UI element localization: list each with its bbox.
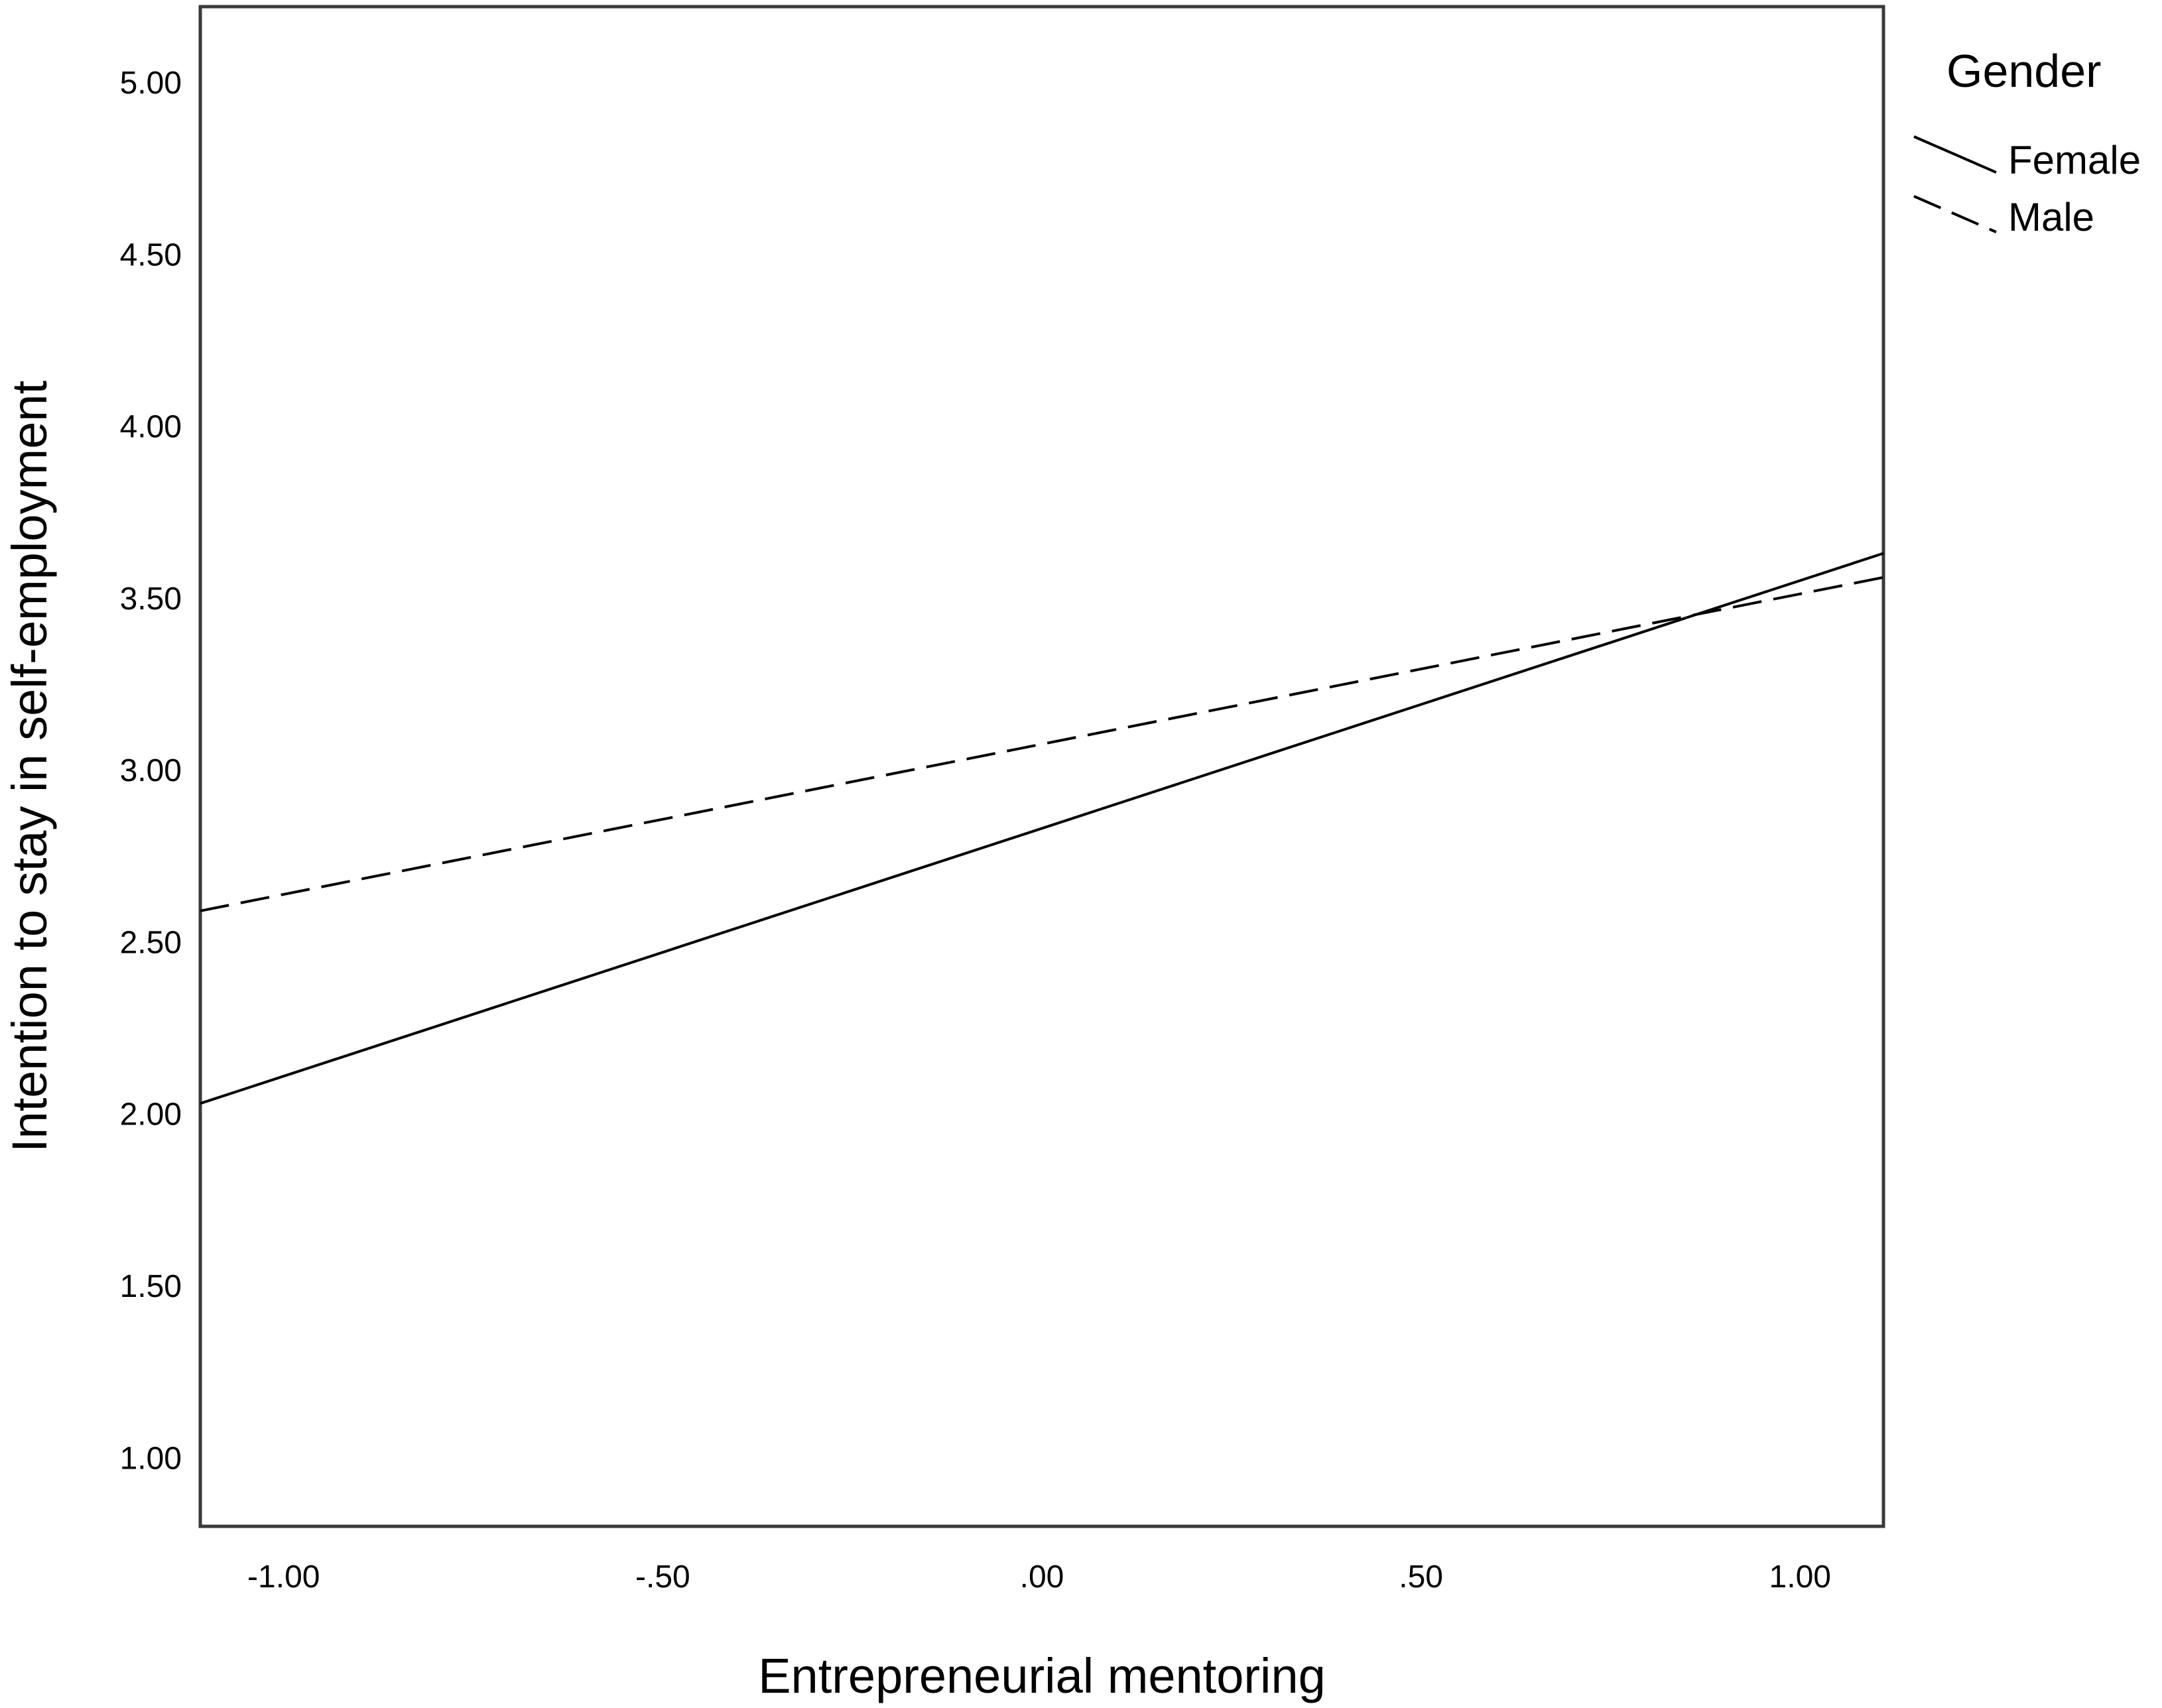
legend-title: Gender: [1946, 45, 2101, 97]
x-axis-title: Entrepreneurial mentoring: [758, 1648, 1326, 1703]
x-tick-label: -1.00: [247, 1559, 320, 1595]
legend-swatch-female: [1913, 135, 1997, 174]
legend-label-female: Female: [2008, 138, 2141, 182]
legend-label-male: Male: [2008, 195, 2094, 239]
x-tick-labels: -1.00 -.50 .00 .50 1.00: [247, 1559, 1831, 1595]
y-tick-label: 5.00: [120, 66, 182, 101]
x-tick-label: .00: [1020, 1559, 1064, 1595]
y-tick-label: 2.50: [120, 925, 182, 960]
x-tick-label: 1.00: [1769, 1559, 1831, 1595]
y-tick-label: 2.00: [120, 1097, 182, 1132]
legend: Gender Female Male: [1913, 45, 2141, 239]
y-tick-label: 3.50: [120, 581, 182, 617]
x-tick-label: .50: [1399, 1559, 1443, 1595]
plot-area-border: [198, 5, 1885, 1528]
y-tick-labels: 1.00 1.50 2.00 2.50 3.00 3.50 4.00 4.50 5.00: [120, 66, 182, 1476]
series-line-male: [200, 576, 1884, 912]
y-tick-label: 4.50: [120, 237, 182, 273]
y-tick-label: 1.00: [120, 1441, 182, 1476]
series-lines: [200, 552, 1884, 1105]
legend-swatch-male: [1913, 195, 1997, 233]
y-axis-title: Intention to stay in self-employment: [2, 381, 57, 1152]
y-tick-label: 3.00: [120, 753, 182, 788]
y-tick-label: 4.00: [120, 410, 182, 445]
series-line-female: [200, 552, 1884, 1105]
x-tick-label: -.50: [635, 1559, 690, 1595]
y-tick-label: 1.50: [120, 1269, 182, 1304]
